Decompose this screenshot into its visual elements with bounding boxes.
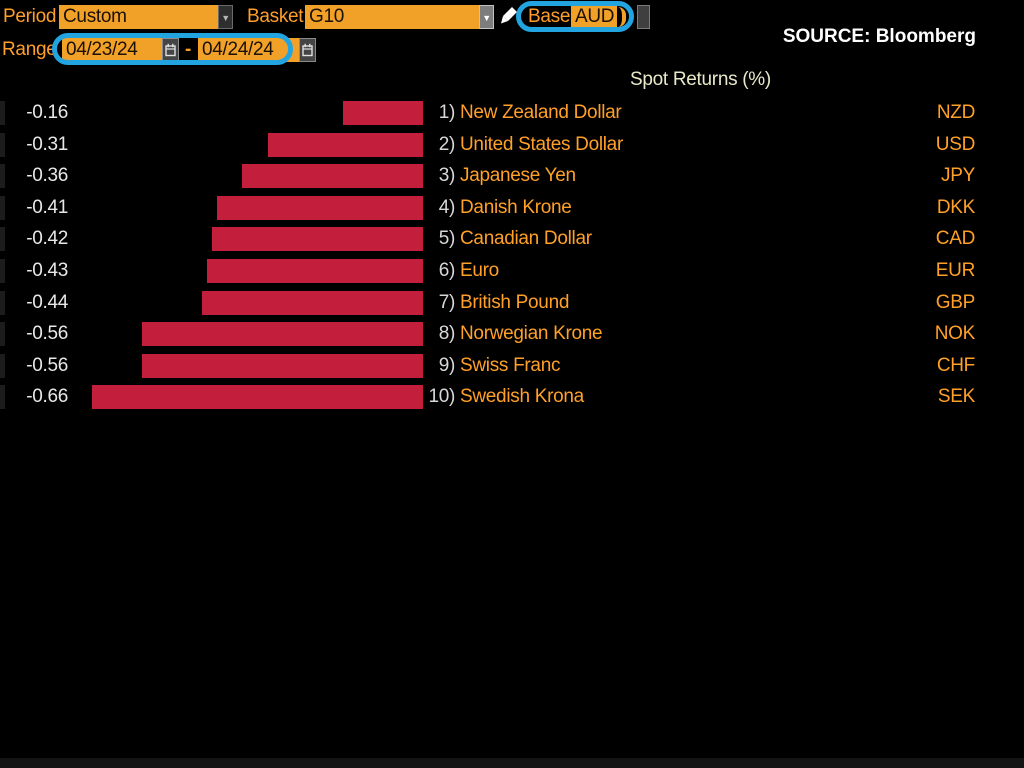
range-end-date-input[interactable]: 04/24/24 [198,38,299,62]
currency-name[interactable]: United States Dollar [460,133,623,155]
spot-returns-bar-chart: -0.16 1) New Zealand Dollar NZD -0.31 2) Unite… [0,97,1024,417]
chart-row: -0.43 6) Euro EUR [0,255,1024,287]
return-bar [92,385,423,410]
source-attribution: SOURCE: Bloomberg [782,26,976,47]
period-dropdown-arrow-icon[interactable]: ▼ [218,5,233,29]
bar-value-label: -0.43 [26,260,68,281]
return-bar [202,290,423,315]
return-bar [268,132,423,157]
basket-label: Basket [247,6,304,27]
bar-value-label: -0.42 [26,228,68,250]
row-left-tick [0,259,5,283]
bar-value-label: -0.56 [26,323,68,345]
bar-value-label: -0.16 [26,102,68,123]
edit-pencil-icon[interactable] [499,4,521,33]
row-left-tick [0,353,5,378]
chart-row: -0.56 8) Norwegian Krone NOK [0,318,1024,350]
bottom-edge-strip [0,758,1024,768]
base-field-edge [618,7,626,27]
row-rank[interactable]: 5) [438,228,456,250]
currency-code: USD [935,133,976,155]
base-currency-field[interactable]: AUD [571,5,617,29]
row-rank[interactable]: 4) [438,196,456,218]
chart-row: -0.31 2) United States Dollar USD [0,129,1024,161]
currency-name[interactable]: Japanese Yen [460,165,576,187]
base-label: Base [528,6,571,27]
basket-dropdown-arrow-icon[interactable]: ▼ [479,5,494,29]
currency-code: NOK [934,323,976,345]
return-bar [142,322,423,347]
currency-name[interactable]: Euro [460,260,499,281]
bar-value-label: -0.36 [26,165,68,187]
return-bar [343,101,423,125]
currency-code: JPY [941,165,975,187]
currency-name[interactable]: Canadian Dollar [460,228,592,250]
chart-row: -0.36 3) Japanese Yen JPY [0,160,1024,192]
row-left-tick [0,385,5,410]
currency-name[interactable]: British Pound [460,291,570,313]
currency-code: EUR [935,260,976,281]
period-label: Period [3,6,57,27]
currency-code: CHF [936,354,975,376]
row-rank[interactable]: 1) [438,102,456,123]
chart-row: -0.56 9) Swiss Franc CHF [0,350,1024,382]
base-dropdown-button[interactable] [637,5,650,29]
currency-code: SEK [937,386,975,408]
bar-value-label: -0.31 [26,133,68,155]
bar-value-label: -0.56 [26,354,68,376]
return-bar [217,195,423,220]
bar-value-label: -0.66 [26,386,68,408]
row-left-tick [0,322,5,347]
row-rank[interactable]: 8) [438,323,456,345]
chart-row: -0.41 4) Danish Krone DKK [0,192,1024,224]
range-start-date-input[interactable]: 04/23/24 [62,38,164,62]
row-rank[interactable]: 7) [438,291,456,313]
range-label: Range [2,39,57,60]
row-left-tick [0,132,5,157]
chart-title: Spot Returns (%) [630,69,771,90]
row-rank[interactable]: 9) [438,354,456,376]
row-rank[interactable]: 3) [438,165,456,187]
return-bar [242,164,423,189]
currency-code: DKK [936,196,975,218]
row-left-tick [0,227,5,252]
chart-row: -0.16 1) New Zealand Dollar NZD [0,97,1024,129]
return-bar [142,353,423,378]
period-dropdown[interactable]: Custom [59,5,222,29]
currency-name[interactable]: Swiss Franc [460,354,561,376]
row-left-tick [0,101,5,125]
currency-name[interactable]: Swedish Krona [460,386,584,408]
currency-code: GBP [935,291,976,313]
row-rank[interactable]: 6) [438,260,456,281]
bar-value-label: -0.44 [26,291,68,313]
range-separator: - [185,39,192,60]
row-rank[interactable]: 2) [438,133,456,155]
basket-dropdown[interactable]: G10 [305,5,483,29]
row-left-tick [0,164,5,189]
range-start-calendar-icon[interactable] [162,38,179,62]
currency-name[interactable]: Danish Krone [460,196,572,218]
row-left-tick [0,195,5,220]
return-bar [207,259,423,283]
chart-row: -0.42 5) Canadian Dollar CAD [0,223,1024,255]
range-end-calendar-icon[interactable] [299,38,316,62]
bar-value-label: -0.41 [26,196,68,218]
row-rank[interactable]: 10) [428,386,455,408]
row-left-tick [0,290,5,315]
currency-code: NZD [936,102,975,123]
chart-row: -0.44 7) British Pound GBP [0,287,1024,319]
currency-code: CAD [935,228,976,250]
return-bar [212,227,423,252]
chart-row: -0.66 10) Swedish Krona SEK [0,381,1024,413]
currency-name[interactable]: Norwegian Krone [460,323,603,345]
currency-name[interactable]: New Zealand Dollar [460,102,622,123]
